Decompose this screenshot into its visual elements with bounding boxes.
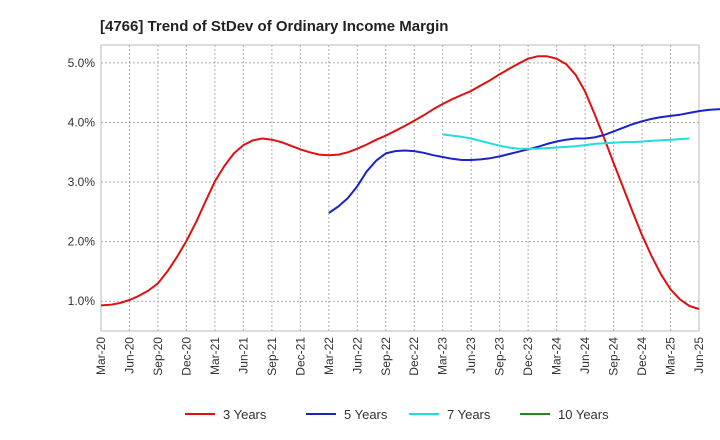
x-tick-label: Dec-23 bbox=[521, 337, 535, 376]
y-tick-label: 1.0% bbox=[68, 294, 96, 308]
x-tick-label: Jun-20 bbox=[122, 337, 136, 374]
x-tick-label: Mar-22 bbox=[322, 337, 336, 375]
x-axis-ticks: Mar-20 Jun-20 Sep-20 Dec-20 Mar-21 Jun-21 Sep-… bbox=[94, 337, 706, 376]
x-tick-label: Jun-24 bbox=[578, 337, 592, 374]
x-tick-label: Dec-20 bbox=[179, 337, 193, 376]
x-tick-label: Sep-22 bbox=[379, 337, 393, 376]
x-tick-label: Mar-20 bbox=[94, 337, 108, 375]
series-line-3 bbox=[442, 133, 690, 150]
series-line-2 bbox=[328, 108, 720, 214]
x-tick-label: Dec-21 bbox=[293, 337, 307, 376]
legend: 3 Years 5 Years 7 Years 10 Years bbox=[185, 407, 609, 422]
x-tick-label: Jun-25 bbox=[692, 337, 706, 374]
y-axis-ticks: 1.0% 2.0% 3.0% 4.0% 5.0% bbox=[68, 56, 96, 308]
x-tick-label: Jun-21 bbox=[236, 337, 250, 374]
grid bbox=[101, 45, 699, 331]
y-tick-label: 5.0% bbox=[68, 56, 96, 70]
y-tick-label: 4.0% bbox=[68, 115, 96, 129]
legend-label: 3 Years bbox=[223, 407, 267, 422]
x-tick-label: Sep-21 bbox=[265, 337, 279, 376]
y-tick-label: 2.0% bbox=[68, 235, 96, 249]
x-tick-label: Mar-25 bbox=[664, 337, 678, 375]
x-tick-label: Mar-23 bbox=[436, 337, 450, 375]
x-tick-label: Jun-22 bbox=[350, 337, 364, 374]
x-tick-label: Mar-24 bbox=[550, 337, 564, 375]
legend-label: 5 Years bbox=[344, 407, 388, 422]
legend-label: 10 Years bbox=[558, 407, 609, 422]
y-tick-label: 3.0% bbox=[68, 175, 96, 189]
x-tick-label: Sep-23 bbox=[493, 337, 507, 376]
plot-frame bbox=[100, 44, 700, 332]
x-tick-label: Sep-24 bbox=[607, 337, 621, 376]
x-tick-label: Dec-24 bbox=[635, 337, 649, 376]
x-tick-label: Mar-21 bbox=[208, 337, 222, 375]
x-tick-label: Dec-22 bbox=[407, 337, 421, 376]
chart-title: [4766] Trend of StDev of Ordinary Income… bbox=[100, 18, 448, 35]
legend-label: 7 Years bbox=[447, 407, 491, 422]
x-tick-label: Jun-23 bbox=[464, 337, 478, 374]
series-lines bbox=[100, 55, 720, 310]
series-line-1 bbox=[100, 55, 700, 310]
x-tick-label: Sep-20 bbox=[151, 337, 165, 376]
